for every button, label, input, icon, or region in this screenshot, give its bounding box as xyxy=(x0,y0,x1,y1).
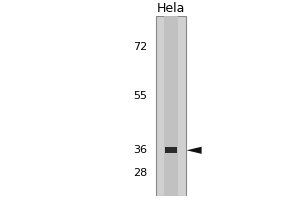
Polygon shape xyxy=(187,147,202,154)
Text: 55: 55 xyxy=(133,91,147,101)
Text: Hela: Hela xyxy=(157,2,185,15)
Text: 28: 28 xyxy=(133,168,147,178)
Bar xyxy=(156,16,186,196)
Text: 36: 36 xyxy=(133,145,147,155)
Bar xyxy=(165,147,177,153)
Text: 72: 72 xyxy=(133,42,147,52)
Bar xyxy=(164,16,178,196)
